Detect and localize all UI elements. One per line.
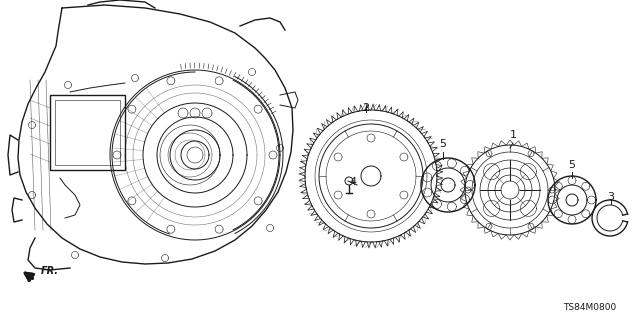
Text: 5: 5 [440,139,447,149]
Text: 1: 1 [509,130,516,140]
Text: 4: 4 [349,177,356,187]
Text: 2: 2 [362,103,369,113]
Text: 5: 5 [568,160,575,170]
Text: TS84M0800: TS84M0800 [563,303,616,312]
Bar [55,100,120,165]
Text: 3: 3 [607,192,614,202]
Bar [50,95,125,170]
Text: FR.: FR. [41,266,59,276]
